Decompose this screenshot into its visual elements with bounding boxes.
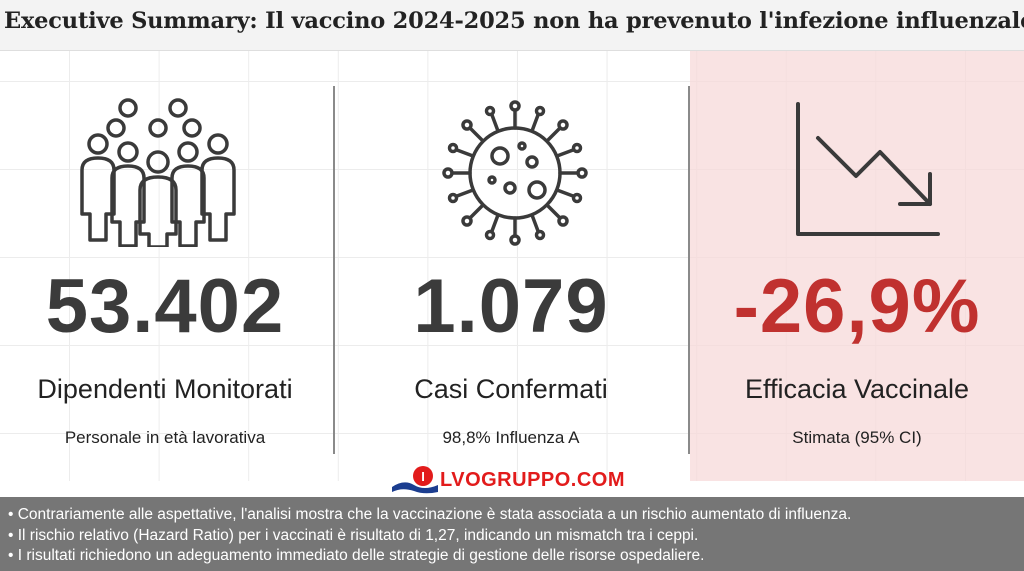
virus-icon [442, 100, 588, 246]
employees-count-sublabel: Personale in età lavorativa [64, 428, 266, 447]
vaccine-efficacy-sublabel: Stimata (95% CI) [792, 428, 922, 447]
watermark-text: LVOGRUPPO.COM [440, 468, 626, 491]
people-group-icon [80, 98, 236, 247]
watermark-logo-letter: I [421, 469, 425, 484]
employees-count-label: Dipendenti Monitorati [37, 374, 293, 404]
confirmed-cases-value: 1.079 [413, 264, 609, 349]
watermark-logo-icon: I [392, 466, 438, 494]
column-divider-2 [688, 86, 690, 454]
efficacy-highlight-panel [690, 51, 1024, 481]
summary-bullet-3: • I risultati richiedono un adeguamento … [8, 547, 705, 564]
confirmed-cases-sublabel: 98,8% Influenza A [442, 428, 580, 447]
vaccine-efficacy-label: Efficacia Vaccinale [744, 374, 970, 404]
title-bar: Executive Summary: Il vaccino 2024-2025 … [0, 0, 1024, 51]
summary-bullet-1: • Contrariamente alle aspettative, l'ana… [8, 506, 852, 523]
watermark-logo: I LVOGRUPPO.COM [392, 465, 625, 495]
summary-bullet-2: • Il rischio relativo (Hazard Ratio) per… [8, 526, 699, 544]
page-title: Executive Summary: Il vaccino 2024-2025 … [4, 8, 1024, 34]
confirmed-cases-label: Casi Confermati [414, 374, 608, 404]
trending-down-chart-icon [796, 102, 940, 236]
summary-footer: • Contrariamente alle aspettative, l'ana… [0, 497, 1024, 571]
vaccine-efficacy-value: -26,9% [733, 264, 981, 349]
employees-count-value: 53.402 [45, 264, 285, 349]
column-divider-1 [333, 86, 335, 454]
